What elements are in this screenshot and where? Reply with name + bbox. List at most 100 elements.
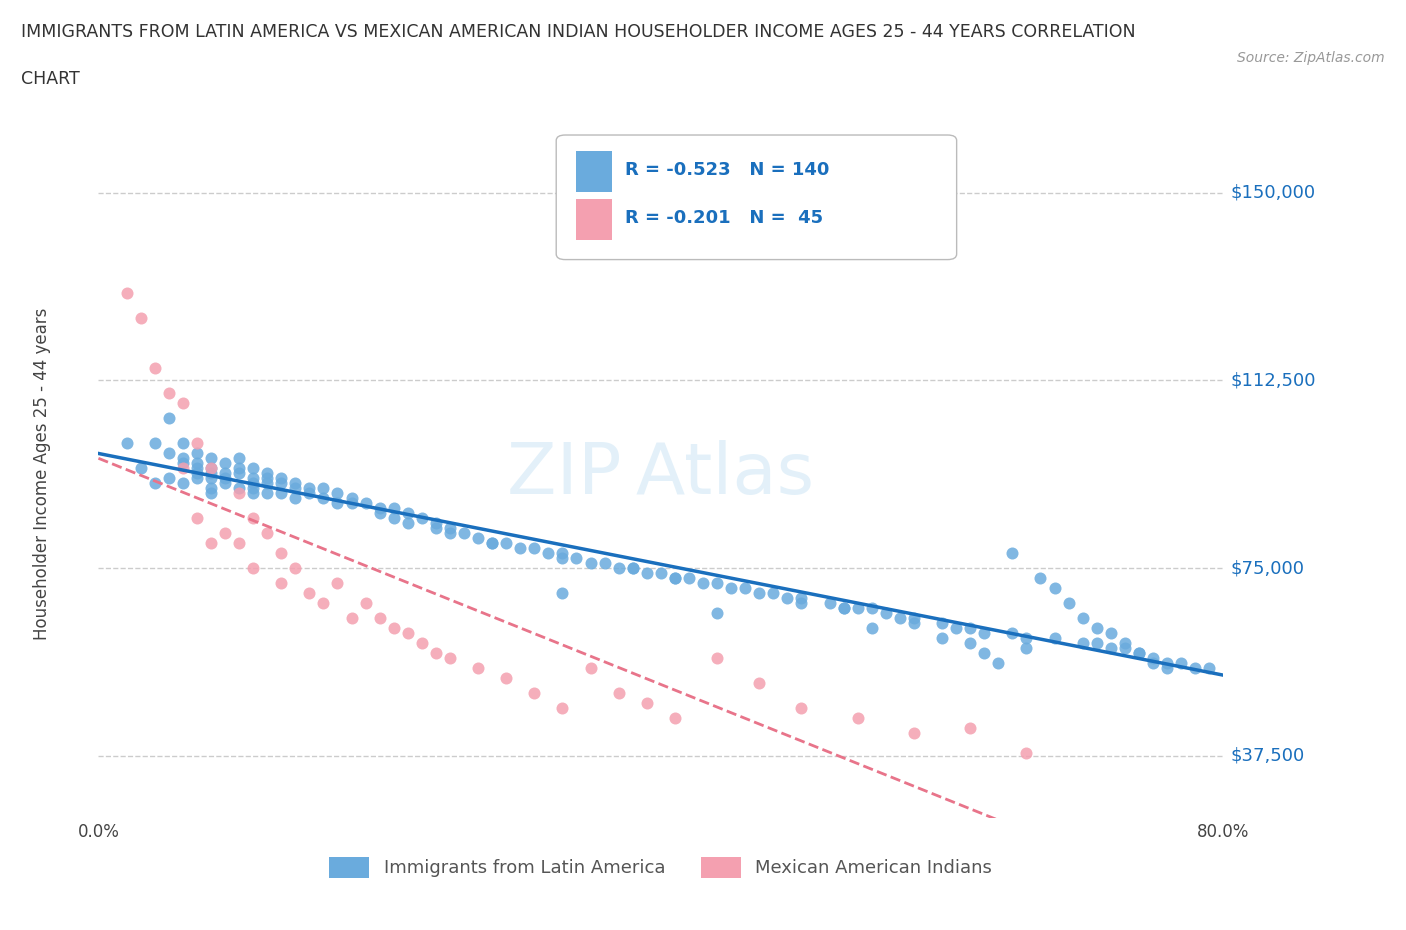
Point [1142, 656, 1164, 671]
Point [481, 536, 503, 551]
Point [242, 460, 264, 475]
Point [214, 525, 236, 540]
Point [270, 546, 292, 561]
Point [256, 471, 278, 485]
Point [1001, 546, 1024, 561]
Point [903, 726, 925, 741]
Point [720, 580, 742, 595]
Point [551, 551, 574, 565]
Point [143, 435, 166, 450]
Point [354, 596, 377, 611]
Point [1099, 626, 1122, 641]
Point [228, 485, 250, 500]
Point [860, 601, 883, 616]
Point [790, 596, 813, 611]
Point [256, 466, 278, 481]
Point [903, 611, 925, 626]
Legend: Immigrants from Latin America, Mexican American Indians: Immigrants from Latin America, Mexican A… [322, 850, 1000, 885]
Point [172, 456, 194, 471]
Point [945, 620, 967, 635]
Point [242, 485, 264, 500]
Point [256, 525, 278, 540]
Point [495, 536, 517, 551]
Point [1156, 656, 1178, 671]
Point [270, 576, 292, 591]
Point [256, 475, 278, 490]
Point [1043, 580, 1066, 595]
Point [312, 491, 335, 506]
Point [186, 445, 208, 460]
Point [664, 711, 686, 725]
Point [228, 466, 250, 481]
Point [1142, 651, 1164, 666]
Point [157, 445, 180, 460]
Point [143, 475, 166, 490]
Point [1198, 661, 1220, 676]
Point [593, 556, 616, 571]
Point [242, 481, 264, 496]
Point [326, 576, 349, 591]
Point [242, 561, 264, 576]
Point [425, 521, 447, 536]
Point [1128, 645, 1150, 660]
FancyBboxPatch shape [557, 135, 956, 259]
Point [284, 561, 307, 576]
Point [973, 626, 995, 641]
Point [565, 551, 588, 565]
Point [382, 620, 405, 635]
Point [678, 571, 700, 586]
Point [186, 471, 208, 485]
Point [607, 561, 630, 576]
Point [228, 481, 250, 496]
Point [157, 410, 180, 425]
Point [846, 601, 869, 616]
Point [846, 711, 869, 725]
Point [186, 511, 208, 525]
Point [129, 311, 152, 325]
Point [621, 561, 644, 576]
Point [776, 591, 799, 605]
Bar [576, 199, 613, 240]
Point [298, 586, 321, 601]
Point [1085, 636, 1108, 651]
Point [270, 485, 292, 500]
Point [439, 525, 461, 540]
Point [931, 631, 953, 645]
Text: IMMIGRANTS FROM LATIN AMERICA VS MEXICAN AMERICAN INDIAN HOUSEHOLDER INCOME AGES: IMMIGRANTS FROM LATIN AMERICA VS MEXICAN… [21, 23, 1136, 41]
Point [115, 435, 138, 450]
Point [439, 651, 461, 666]
Point [172, 435, 194, 450]
Point [368, 611, 391, 626]
Point [200, 451, 222, 466]
Point [1015, 631, 1038, 645]
Point [256, 485, 278, 500]
Point [636, 696, 658, 711]
Point [621, 561, 644, 576]
Point [298, 481, 321, 496]
Bar [576, 151, 613, 193]
Point [214, 466, 236, 481]
Point [1128, 645, 1150, 660]
Point [495, 671, 517, 685]
Point [425, 645, 447, 660]
Point [579, 661, 602, 676]
Point [312, 596, 335, 611]
Point [157, 386, 180, 401]
Point [115, 286, 138, 300]
Point [242, 471, 264, 485]
Point [242, 475, 264, 490]
Point [186, 460, 208, 475]
Point [270, 475, 292, 490]
Point [762, 586, 785, 601]
Point [270, 471, 292, 485]
Point [396, 515, 419, 530]
Point [1085, 620, 1108, 635]
Point [664, 571, 686, 586]
Point [228, 460, 250, 475]
Point [1099, 641, 1122, 656]
Point [523, 685, 546, 700]
Point [186, 435, 208, 450]
Point [551, 701, 574, 716]
Point [1071, 611, 1094, 626]
Point [326, 496, 349, 511]
